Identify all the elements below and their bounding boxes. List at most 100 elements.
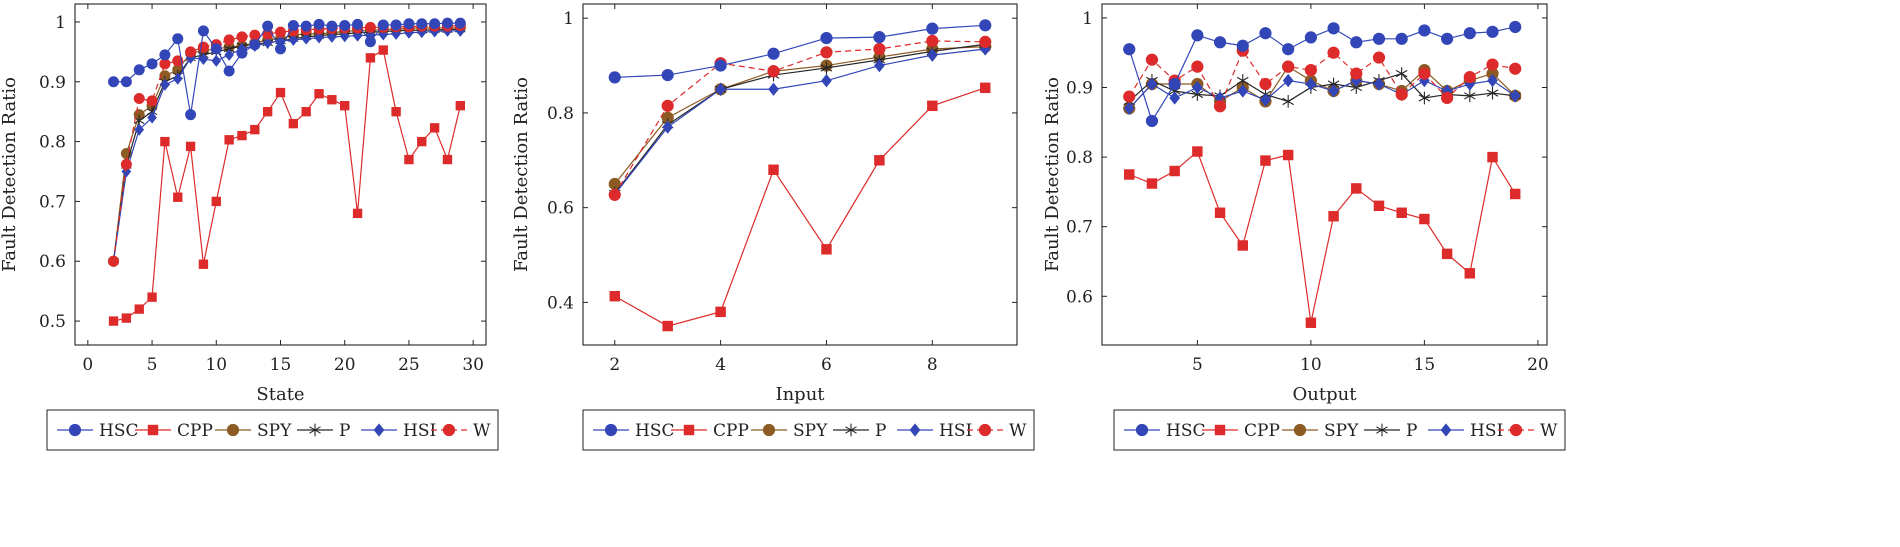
x-tick-label: 5: [147, 355, 158, 375]
legend-label: W: [1009, 421, 1027, 441]
data-point-hsc: [364, 36, 376, 48]
data-point-cpp: [121, 313, 132, 323]
legend-marker: [683, 424, 695, 436]
data-point-hsi: [147, 111, 157, 124]
series-line-hsi: [112, 30, 461, 262]
series-hsc: [1123, 20, 1522, 128]
y-tick-label: 1: [563, 9, 574, 29]
legend-marker: [1440, 423, 1452, 437]
y-tick-label: 0.8: [547, 104, 574, 124]
data-point-cpp: [662, 320, 673, 332]
y-tick-label: 0.6: [547, 199, 574, 219]
data-point-cpp: [250, 124, 260, 135]
data-point-w: [979, 35, 992, 48]
series-w: [608, 34, 992, 201]
legend-marker: [1376, 423, 1388, 437]
data-point-hsc: [1327, 22, 1340, 35]
data-point-cpp: [1237, 240, 1248, 251]
series-spy: [608, 40, 992, 191]
data-point-cpp: [391, 107, 401, 117]
legend-entry-hsc: HSC: [57, 421, 138, 441]
data-point-w: [223, 34, 235, 46]
legend-label: HSI: [1470, 421, 1503, 441]
series-line-hsi: [614, 48, 986, 195]
series-cpp: [1124, 146, 1521, 328]
data-point-hsi: [1282, 73, 1294, 88]
data-point-hsc: [767, 47, 780, 60]
data-point-hsc: [1509, 20, 1522, 34]
data-point-cpp: [1487, 151, 1498, 163]
x-tick-label: 2: [609, 355, 620, 375]
data-point-cpp: [980, 82, 991, 94]
plot-frame: [74, 3, 487, 346]
data-point-w: [1327, 46, 1340, 59]
data-point-cpp: [1419, 213, 1430, 225]
data-point-w: [1441, 91, 1454, 105]
data-point-cpp: [160, 136, 170, 147]
legend-label: HSC: [1166, 421, 1205, 441]
legend-marker: [1135, 423, 1149, 437]
series-line-hsc: [1128, 26, 1516, 123]
data-point-hsi: [1192, 80, 1203, 95]
data-point-hsi: [1373, 77, 1385, 91]
data-point-hsc: [352, 18, 364, 30]
plot-frame: [582, 3, 1018, 346]
data-point-hsc: [403, 18, 415, 30]
legend-entry-hsi: HSI: [1428, 421, 1503, 441]
data-point-hsc: [1395, 32, 1408, 45]
legend-entry-spy: SPY: [1282, 421, 1359, 441]
data-point-w: [661, 99, 674, 112]
data-point-w: [1418, 67, 1431, 80]
data-point-cpp: [352, 208, 363, 219]
data-point-cpp: [609, 290, 620, 302]
series-w: [1123, 44, 1522, 113]
data-point-hsc: [197, 25, 209, 37]
data-point-hsc: [1350, 36, 1363, 49]
x-tick-label: 30: [462, 355, 484, 375]
y-tick-label: 0.8: [39, 133, 66, 153]
data-point-hsi: [1146, 77, 1158, 91]
data-point-hsc: [146, 58, 158, 70]
data-point-hsi: [172, 72, 183, 85]
series-line-p: [614, 43, 986, 194]
data-point-hsc: [326, 20, 338, 32]
data-point-cpp: [821, 244, 832, 255]
data-point-hsc: [1304, 31, 1317, 44]
data-point-hsc: [1145, 114, 1159, 128]
data-point-hsc: [1259, 27, 1272, 40]
legend-label: HSC: [635, 421, 674, 441]
data-point-w: [1509, 62, 1522, 75]
data-point-hsc: [236, 47, 248, 59]
y-tick-label: 0.8: [1066, 148, 1093, 168]
data-point-cpp: [275, 87, 286, 98]
data-point-hsc: [1236, 39, 1249, 52]
legend-box: [46, 409, 499, 451]
data-point-hsi: [327, 30, 337, 43]
data-point-w: [1145, 53, 1159, 66]
data-point-hsi: [339, 30, 350, 43]
legend-marker: [978, 423, 992, 437]
data-point-w: [608, 188, 621, 201]
series-cpp: [609, 82, 991, 332]
legend-marker: [68, 423, 82, 437]
x-tick-label: 10: [205, 355, 227, 375]
data-point-p: [1418, 91, 1431, 105]
x-tick-label: 20: [1527, 355, 1549, 375]
data-point-hsc: [223, 65, 235, 77]
data-point-cpp: [417, 136, 427, 147]
y-tick-label: 1: [1082, 9, 1093, 29]
data-point-cpp: [442, 154, 453, 165]
y-tick-label: 1: [55, 13, 66, 33]
data-point-w: [1213, 100, 1227, 113]
legend-label: SPY: [793, 421, 828, 441]
series-line-w: [112, 24, 461, 262]
data-point-cpp: [173, 192, 183, 202]
data-point-cpp: [1169, 165, 1180, 177]
x-tick-label: 0: [82, 355, 93, 375]
data-point-cpp: [1260, 155, 1271, 166]
data-point-hsc: [1463, 27, 1476, 40]
data-point-cpp: [1124, 169, 1135, 180]
data-point-hsc: [185, 109, 197, 121]
data-point-cpp: [340, 101, 350, 111]
legend-entry-w: W: [1498, 421, 1558, 441]
